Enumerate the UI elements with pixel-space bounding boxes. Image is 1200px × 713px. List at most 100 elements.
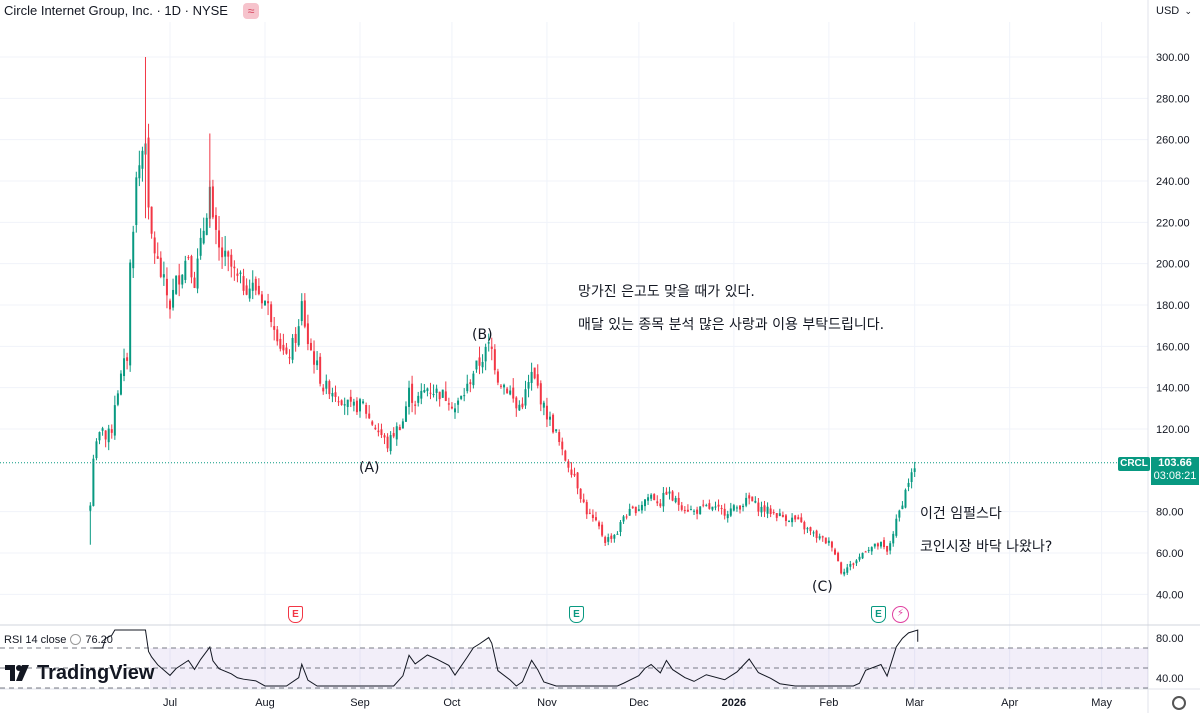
candle-body <box>763 505 766 512</box>
candle-body <box>481 361 484 368</box>
candle-body <box>533 367 536 379</box>
candle-body <box>653 494 656 501</box>
wave-approx-icon[interactable]: ≈ <box>243 3 259 19</box>
candle-body <box>717 504 720 507</box>
candle-body <box>116 393 119 405</box>
price-tick-label: 260.00 <box>1156 135 1190 147</box>
candle-body <box>849 563 852 567</box>
candle-body <box>499 385 502 387</box>
rsi-legend[interactable]: RSI 14 close 76.20 <box>4 634 113 646</box>
candle-body <box>113 405 116 436</box>
wave-label-a[interactable]: (A) <box>359 460 380 476</box>
candle-body <box>472 373 475 386</box>
annotation-line-2[interactable]: 매달 있는 종목 분석 많은 사랑과 이용 부탁드립니다. <box>578 317 885 333</box>
candle-body <box>613 534 616 539</box>
candle-body <box>417 395 420 403</box>
price-tick-label: 220.00 <box>1156 217 1190 229</box>
candle-body <box>221 247 224 258</box>
candle-body <box>475 360 478 370</box>
candle-body <box>297 326 300 346</box>
candle-body <box>797 517 800 520</box>
candle-body <box>349 396 352 402</box>
candle-body <box>647 497 650 501</box>
annotation-line-3[interactable]: 이건 임펄스다 <box>920 506 1002 522</box>
candle-body <box>352 401 355 406</box>
candle-body <box>285 347 288 354</box>
price-tick-label: 180.00 <box>1156 300 1190 312</box>
currency-label: USD <box>1156 5 1180 17</box>
candle-body <box>846 567 849 573</box>
candle-body <box>389 435 392 452</box>
candle-body <box>132 231 135 269</box>
candle-body <box>303 300 306 327</box>
candle-body <box>346 399 349 407</box>
candle-body <box>830 541 833 548</box>
candle-body <box>650 494 653 499</box>
candle-body <box>211 186 214 218</box>
candle-body <box>496 371 499 383</box>
candle-body <box>625 516 628 518</box>
candle-body <box>401 421 404 429</box>
time-tick-label: Aug <box>255 697 275 709</box>
candle-body <box>806 528 809 530</box>
candle-body <box>585 502 588 515</box>
candle-body <box>162 274 165 278</box>
price-tick-label: 60.00 <box>1156 548 1184 560</box>
candle-body <box>693 510 696 512</box>
price-tick-label: 280.00 <box>1156 93 1190 105</box>
candle-body <box>542 402 545 408</box>
annotation-line-4[interactable]: 코인시장 바닥 나왔나? <box>920 539 1053 555</box>
candle-body <box>156 256 159 259</box>
symbol-title[interactable]: Circle Internet Group, Inc. · 1D · NYSE <box>4 3 228 18</box>
candle-body <box>362 401 365 404</box>
candle-body <box>98 432 101 441</box>
candle-body <box>205 217 208 235</box>
candle-body <box>775 513 778 518</box>
time-tick-label: Sep <box>350 697 370 709</box>
candle-body <box>503 384 506 388</box>
candle-body <box>827 540 830 543</box>
annotation-line-1[interactable]: 망가진 은고도 맞을 때가 있다. <box>578 284 755 300</box>
candle-body <box>138 165 141 179</box>
earnings-marker-icon[interactable]: E <box>569 606 584 623</box>
candle-body <box>187 257 190 259</box>
wave-label-c[interactable]: (C) <box>812 579 833 595</box>
candle-body <box>552 414 555 433</box>
candle-body <box>463 395 466 397</box>
candle-body <box>447 403 450 405</box>
candle-body <box>172 289 175 308</box>
candle-body <box>843 571 846 575</box>
candle-body <box>414 404 417 406</box>
candle-body <box>196 258 199 289</box>
candle-body <box>809 527 812 532</box>
earnings-marker-icon[interactable]: E <box>288 606 303 623</box>
candle-body <box>147 137 150 208</box>
candle-body <box>791 517 794 523</box>
wave-label-b[interactable]: (B) <box>472 327 493 343</box>
candle-body <box>588 512 591 514</box>
candle-body <box>870 547 873 552</box>
candle-body <box>861 552 864 559</box>
candle-body <box>683 509 686 511</box>
tradingview-logo[interactable]: TradingView <box>5 662 154 687</box>
candle-body <box>637 509 640 511</box>
settings-swirl-icon[interactable] <box>70 634 82 645</box>
candle-body <box>735 507 738 509</box>
candle-body <box>273 326 276 330</box>
rsi-label: RSI 14 close <box>4 634 67 646</box>
candle-body <box>444 391 447 401</box>
lightning-icon[interactable]: ⚡ <box>892 606 909 623</box>
candle-body <box>374 427 377 430</box>
candle-body <box>175 275 178 294</box>
candle-body <box>840 562 843 574</box>
candle-body <box>889 543 892 551</box>
candle-body <box>766 506 769 514</box>
candle-body <box>392 433 395 437</box>
gear-icon[interactable] <box>1172 696 1186 710</box>
candle-body <box>214 215 217 230</box>
candle-body <box>316 360 319 366</box>
candle-body <box>193 277 196 288</box>
earnings-marker-icon[interactable]: E <box>871 606 886 623</box>
currency-selector[interactable]: USD ⌄ <box>1150 2 1198 20</box>
